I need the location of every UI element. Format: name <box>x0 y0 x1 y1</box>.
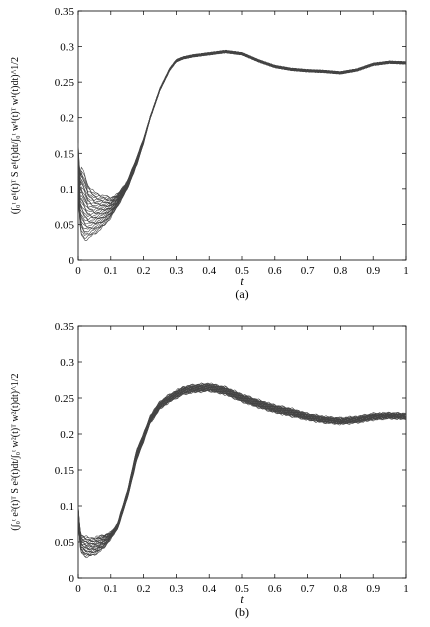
series-line-25 <box>77 382 407 540</box>
y-tick-label: 0.05 <box>55 219 75 231</box>
series-line-10 <box>77 49 407 223</box>
series-line-3 <box>77 389 407 556</box>
series-line-1 <box>77 389 407 559</box>
x-tick-label: 0.8 <box>334 265 348 277</box>
series-line-22 <box>77 383 407 542</box>
x-axis-label: t <box>240 592 244 606</box>
x-tick-label: 0.8 <box>334 583 348 595</box>
y-axis-label: (∫₀ᵗ e¹(t)ᵀ S e¹(t)dt/∫₀ᵗ w¹(t)ᵀ w¹(t)dt… <box>10 57 21 214</box>
series-line-14 <box>77 50 407 217</box>
series-line-15 <box>77 385 407 547</box>
x-tick-label: 0.9 <box>366 265 380 277</box>
series-line-24 <box>77 383 407 541</box>
series-line-1 <box>77 50 407 242</box>
series-line-11 <box>77 386 407 551</box>
x-tick-label: 0 <box>75 583 81 595</box>
x-tick-label: 0.6 <box>268 583 282 595</box>
series-line-13 <box>77 50 407 218</box>
series-line-9 <box>77 50 407 225</box>
series-line-5 <box>77 50 407 233</box>
series-line-16 <box>77 384 407 546</box>
x-tick-label: 0.1 <box>104 583 118 595</box>
x-tick-label: 0.3 <box>170 583 184 595</box>
series-line-4 <box>77 50 407 235</box>
x-tick-label: 0.9 <box>366 583 380 595</box>
y-tick-label: 0.1 <box>60 184 74 196</box>
y-tick-label: 0 <box>69 573 75 585</box>
series-line-4 <box>77 388 407 556</box>
y-tick-label: 0.15 <box>55 148 75 160</box>
series-line-6 <box>77 388 407 554</box>
panel-label: (a) <box>235 287 248 301</box>
plot-frame <box>77 10 407 261</box>
chart-panel-b: 0 0.1 0.2 0.3 0.4 0.5 0.6 0.7 0.8 0.9 1 0 0.05 0.1 0.1… <box>10 321 409 619</box>
series-line-15 <box>77 50 407 215</box>
y-tick-label: 0.2 <box>60 429 74 441</box>
y-tick-label: 0.05 <box>55 537 75 549</box>
series-line-24 <box>77 50 407 204</box>
series-line-12 <box>77 386 407 550</box>
series-line-20 <box>77 383 407 543</box>
panel-label: (b) <box>235 605 249 619</box>
x-tick-label: 0.7 <box>301 265 315 277</box>
series-line-2 <box>77 49 407 239</box>
x-tick-label: 0.3 <box>170 265 184 277</box>
series-line-12 <box>77 50 407 220</box>
y-tick-label: 0.15 <box>55 465 75 477</box>
series-line-7 <box>77 387 407 553</box>
series-line-8 <box>77 50 407 227</box>
series-line-14 <box>77 386 407 548</box>
series-line-17 <box>77 384 407 546</box>
series-line-28 <box>77 50 407 200</box>
series-line-21 <box>77 383 407 543</box>
y-tick-label: 0.25 <box>55 77 75 89</box>
y-tick-label: 0 <box>69 255 75 267</box>
x-tick-label: 1 <box>403 265 409 277</box>
series-line-19 <box>77 384 407 544</box>
series-line-7 <box>77 50 407 229</box>
y-tick-label: 0.2 <box>60 113 74 125</box>
series-line-23 <box>77 382 407 541</box>
x-tick-label: 0.5 <box>235 265 249 277</box>
y-tick-label: 0.3 <box>60 42 74 54</box>
x-tick-label: 0.4 <box>202 265 216 277</box>
y-tick-label: 0.3 <box>60 357 74 369</box>
series-line-3 <box>77 50 407 236</box>
x-tick-label: 0.1 <box>104 265 118 277</box>
x-tick-label: 0 <box>75 265 81 277</box>
x-tick-label: 0.2 <box>137 265 151 277</box>
series-line-26 <box>77 50 407 202</box>
y-tick-label: 0.35 <box>55 321 75 333</box>
x-tick-label: 0.5 <box>235 583 249 595</box>
x-axis-label: t <box>240 274 244 288</box>
series-line-5 <box>77 388 407 555</box>
series-line-18 <box>77 384 407 545</box>
series-line-8 <box>77 387 407 553</box>
y-tick-label: 0.1 <box>60 501 74 513</box>
series-line-27 <box>77 50 407 201</box>
y-tick-label: 0.25 <box>55 393 75 405</box>
series-line-6 <box>77 50 407 230</box>
y-tick-label: 0.35 <box>55 6 75 18</box>
series-line-10 <box>77 387 407 551</box>
x-tick-label: 0.6 <box>268 265 282 277</box>
series-line-30 <box>77 50 407 199</box>
x-tick-label: 1 <box>403 583 409 595</box>
series-line-25 <box>77 50 407 203</box>
x-tick-label: 0.2 <box>137 583 151 595</box>
series-line-2 <box>77 389 407 557</box>
x-tick-label: 0.4 <box>202 583 216 595</box>
series-line-29 <box>77 50 407 199</box>
series-line-11 <box>77 50 407 222</box>
series-line-9 <box>77 387 407 552</box>
y-axis-label: (∫₀ᵗ e²(t)ᵀ S e²(t)dt/∫₀ᵗ w²(t)ᵀ w²(t)dt… <box>10 373 21 530</box>
plot-frame <box>77 325 407 579</box>
x-tick-label: 0.7 <box>301 583 315 595</box>
series-line-13 <box>77 385 407 548</box>
chart-panel-a: 0 0.1 0.2 0.3 0.4 0.5 0.6 0.7 0.8 0.9 1 0 0.05 0.1 0.1… <box>10 6 409 301</box>
